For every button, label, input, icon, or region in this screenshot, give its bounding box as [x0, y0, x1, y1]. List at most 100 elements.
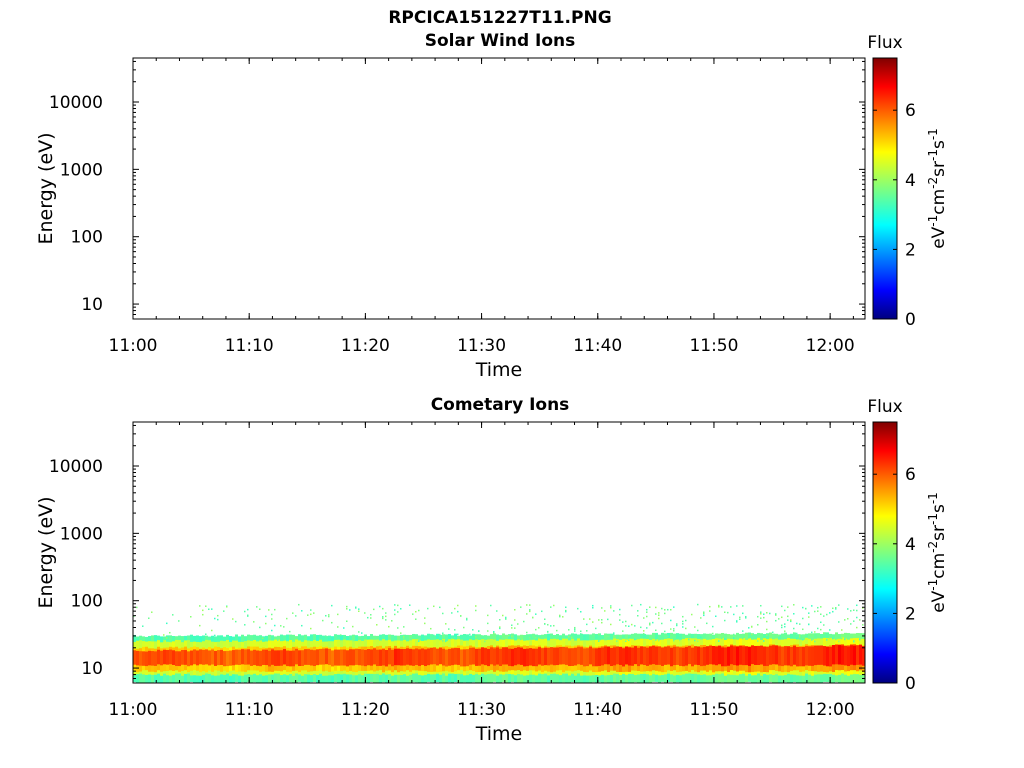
spectrogram-speckle — [631, 604, 633, 607]
x-tick-label: 12:00 — [806, 336, 855, 356]
spectrogram-cell — [721, 647, 724, 667]
spectrogram-speckle — [739, 618, 741, 620]
spectrogram-speckle — [388, 625, 390, 628]
spectrogram-cell — [745, 646, 748, 666]
spectrogram-speckle — [517, 623, 519, 625]
spectrogram-cell — [640, 646, 643, 665]
spectrogram-speckle — [619, 619, 621, 621]
spectrogram-speckle — [520, 638, 522, 641]
spectrogram-cell — [820, 645, 823, 665]
spectrogram-cell — [481, 647, 484, 665]
spectrogram-speckle — [565, 609, 567, 612]
spectrogram-speckle — [568, 635, 570, 638]
spectrogram-speckle — [370, 617, 372, 619]
spectrogram-speckle — [376, 624, 378, 626]
spectrogram-speckle — [295, 615, 297, 617]
spectrogram-speckle — [466, 617, 468, 620]
spectrogram-speckle — [226, 606, 228, 608]
y-tick-label: 100 — [71, 592, 103, 612]
spectrogram-speckle — [655, 606, 657, 609]
spectrogram-speckle — [403, 635, 405, 638]
spectrogram-speckle — [367, 638, 369, 640]
spectrogram-speckle — [331, 604, 333, 607]
spectrogram-speckle — [292, 612, 294, 614]
spectrogram-cell — [802, 646, 805, 667]
spectrogram-cell — [547, 647, 550, 666]
spectrogram-cell — [490, 647, 493, 665]
spectrogram-cell — [637, 647, 640, 667]
spectrogram-cell — [241, 649, 244, 665]
spectrogram-speckle — [478, 630, 480, 632]
panel-title-cometary: Cometary Ions — [430, 395, 570, 415]
spectrogram-speckle — [799, 634, 801, 636]
spectrogram-cell — [805, 646, 808, 666]
spectrogram-cell — [472, 647, 475, 665]
spectrogram-speckle — [529, 610, 531, 613]
spectrogram-speckle — [346, 608, 348, 610]
spectrogram-speckle — [613, 610, 615, 612]
spectrogram-speckle — [736, 621, 738, 623]
spectrogram-speckle — [814, 610, 816, 613]
spectrogram-cell — [733, 646, 736, 666]
spectrogram-cell — [151, 651, 154, 666]
spectrogram-cell — [328, 649, 331, 665]
spectrogram-speckle — [355, 607, 357, 609]
spectrogram-speckle — [385, 612, 387, 614]
spectrogram-cell — [664, 646, 667, 665]
spectrogram-cell — [673, 646, 676, 666]
spectrogram-speckle — [835, 606, 837, 609]
spectrogram-speckle — [826, 639, 828, 641]
spectrogram-speckle — [817, 610, 819, 612]
spectrogram-speckle — [634, 625, 636, 627]
spectrogram-speckle — [760, 613, 762, 615]
spectrogram-speckle — [718, 606, 720, 608]
spectrogram-speckle — [277, 639, 279, 641]
spectrogram-cell — [841, 645, 844, 665]
y-axis-label: Energy (eV) — [35, 132, 57, 244]
spectrogram-cell — [436, 648, 439, 666]
spectrogram-speckle — [472, 629, 474, 631]
spectrogram-cell — [769, 645, 772, 665]
y-tick-label: 10 — [81, 295, 103, 315]
spectrogram-speckle — [859, 638, 861, 641]
spectrogram-speckle — [271, 613, 273, 616]
spectrogram-cell — [355, 648, 358, 665]
spectrogram-speckle — [325, 635, 327, 637]
spectrogram-cell — [736, 646, 739, 666]
x-axis-label: Time — [475, 359, 523, 381]
spectrogram-cell — [232, 650, 235, 666]
spectrogram-cell — [409, 648, 412, 666]
spectrogram-cell — [790, 646, 793, 667]
spectrogram-speckle — [565, 610, 567, 613]
spectrogram-speckle — [796, 637, 798, 640]
spectrogram-speckle — [760, 611, 762, 613]
y-tick-label: 10 — [81, 659, 103, 679]
spectrogram-speckle — [673, 628, 675, 630]
spectrogram-speckle — [280, 625, 282, 627]
spectrogram-cell — [817, 645, 820, 665]
spectrogram-speckle — [643, 632, 645, 635]
spectrogram-speckle — [487, 622, 489, 625]
spectrogram-cell — [208, 650, 211, 666]
spectrogram-cell — [763, 646, 766, 666]
spectrogram-cell — [331, 650, 334, 667]
spectrogram-speckle — [799, 623, 801, 625]
panel-title-solar-wind: Solar Wind Ions — [424, 31, 576, 51]
spectrogram-speckle — [433, 634, 435, 637]
spectrogram-speckle — [784, 625, 786, 628]
spectrogram-cell — [412, 649, 415, 666]
spectrogram-speckle — [787, 636, 789, 638]
colorbar-tick-label: 0 — [905, 310, 916, 330]
spectrogram-speckle — [652, 621, 654, 624]
spectrogram-speckle — [307, 614, 309, 616]
spectrogram-speckle — [535, 628, 537, 631]
spectrogram-speckle — [853, 620, 855, 622]
spectrogram-speckle — [400, 608, 402, 610]
spectrogram-cell — [784, 646, 787, 666]
spectrogram-cell — [379, 649, 382, 666]
spectrogram-cell — [337, 649, 340, 666]
spectrogram-speckle — [397, 604, 399, 607]
spectrogram-speckle — [655, 629, 657, 632]
spectrogram-speckle — [757, 640, 759, 642]
spectrogram-cell — [295, 648, 298, 665]
